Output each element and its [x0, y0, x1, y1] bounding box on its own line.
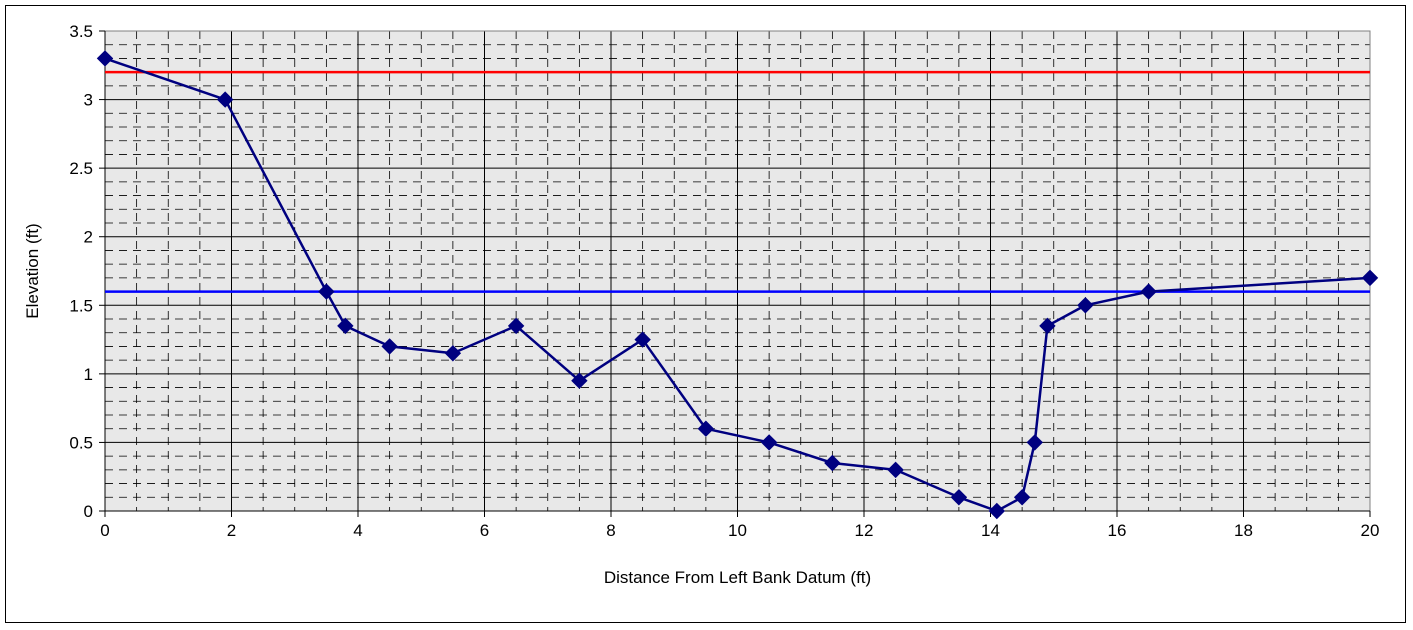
- x-tick-label: 8: [606, 521, 615, 540]
- y-tick-label: 0: [84, 502, 93, 521]
- elevation-chart: 0 2 4 6 8 10 12 14 16 18 20 0 0.5 1 1.5 2 2.5 3 3.5 Dista…: [23, 22, 1379, 587]
- data-point-marker: [634, 331, 651, 348]
- y-tick-label: 1.5: [69, 296, 93, 315]
- y-tick-label: 3.5: [69, 22, 93, 41]
- chart-frame: 0 2 4 6 8 10 12 14 16 18 20 0 0.5 1 1.5 2 2.5 3 3.5 Dista…: [5, 5, 1406, 623]
- x-tick-label: 12: [855, 521, 874, 540]
- y-tick-label: 2: [84, 228, 93, 247]
- y-tick-label: 2.5: [69, 159, 93, 178]
- data-point-marker: [950, 489, 968, 506]
- x-tick-label: 20: [1361, 521, 1380, 540]
- data-point-marker: [1026, 434, 1043, 451]
- x-tick-label: 4: [353, 521, 362, 540]
- data-point-marker: [887, 461, 904, 479]
- data-point-marker: [337, 317, 354, 335]
- data-point-marker: [444, 345, 462, 362]
- x-tick-label: 6: [480, 521, 489, 540]
- data-point-marker: [216, 91, 234, 108]
- y-tick-labels: 0 0.5 1 1.5 2 2.5 3 3.5: [69, 22, 93, 521]
- data-point-marker: [988, 502, 1006, 520]
- x-tick-labels: 0 2 4 6 8 10 12 14 16 18 20: [100, 521, 1379, 540]
- data-point-marker: [318, 283, 335, 300]
- x-axis-title: Distance From Left Bank Datum (ft): [604, 568, 871, 587]
- data-point-marker: [760, 434, 778, 451]
- data-point-marker: [824, 454, 841, 472]
- data-point-marker: [1361, 269, 1379, 287]
- y-tick-label: 3: [84, 91, 93, 110]
- y-axis-title: Elevation (ft): [23, 223, 42, 318]
- data-point-marker: [1140, 283, 1157, 300]
- data-point-marker: [697, 420, 715, 437]
- y-tick-label: 1: [84, 365, 93, 384]
- x-tick-label: 0: [100, 521, 109, 540]
- data-point-marker: [1077, 297, 1094, 314]
- x-tick-label: 14: [981, 521, 1000, 540]
- data-point-marker: [1039, 317, 1056, 335]
- axes: [99, 30, 1371, 517]
- series-layer: [96, 50, 1379, 520]
- x-tick-label: 10: [728, 521, 747, 540]
- y-tick-label: 0.5: [69, 433, 93, 452]
- data-point-marker: [1013, 489, 1031, 506]
- x-tick-label: 16: [1108, 521, 1127, 540]
- x-tick-label: 2: [227, 521, 236, 540]
- data-point-marker: [381, 338, 398, 355]
- data-point-marker: [507, 317, 525, 335]
- data-point-marker: [571, 372, 588, 389]
- data-point-marker: [96, 50, 114, 67]
- x-tick-label: 18: [1234, 521, 1253, 540]
